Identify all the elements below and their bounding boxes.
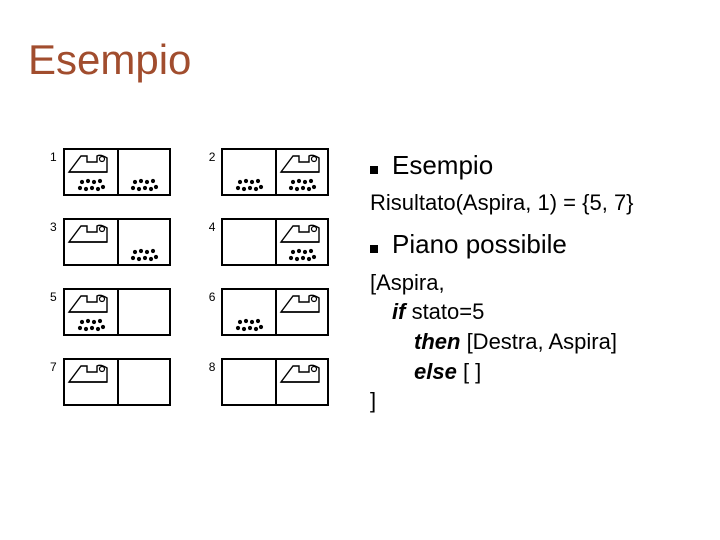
vacuum-world-rooms	[63, 148, 171, 196]
state-cell: 7	[50, 358, 171, 406]
vacuum-world-rooms	[63, 218, 171, 266]
state-number: 3	[50, 220, 57, 234]
plan-l4-rest: [ ]	[457, 359, 481, 384]
dirt-icon	[287, 178, 317, 192]
room-left	[223, 150, 275, 194]
plan-l2-rest: stato=5	[405, 299, 484, 324]
page-title: Esempio	[28, 36, 191, 84]
vacuum-icon	[67, 222, 113, 244]
room-left	[65, 220, 117, 264]
room-right	[275, 290, 327, 334]
state-number: 8	[209, 360, 216, 374]
vacuum-world-rooms	[221, 148, 329, 196]
room-right	[275, 220, 327, 264]
kw-else: else	[414, 359, 457, 384]
vacuum-icon	[67, 292, 113, 314]
room-right	[275, 150, 327, 194]
state-cell: 4	[209, 218, 330, 266]
room-left	[65, 150, 117, 194]
kw-if: if	[392, 299, 405, 324]
state-cell: 6	[209, 288, 330, 336]
vacuum-icon	[279, 292, 325, 314]
state-number: 1	[50, 150, 57, 164]
vacuum-icon	[67, 362, 113, 384]
right-column: Esempio Risultato(Aspira, 1) = {5, 7} Pi…	[370, 150, 700, 416]
vacuum-world-rooms	[221, 288, 329, 336]
vacuum-icon	[279, 222, 325, 244]
state-cell: 5	[50, 288, 171, 336]
result-expression: Risultato(Aspira, 1) = {5, 7}	[370, 189, 700, 217]
room-left	[223, 220, 275, 264]
vacuum-icon	[67, 152, 113, 174]
dirt-icon	[129, 178, 159, 192]
vacuum-world-rooms	[221, 358, 329, 406]
room-right	[117, 360, 169, 404]
plan-line-5: ]	[370, 386, 700, 416]
state-number: 7	[50, 360, 57, 374]
room-right	[117, 290, 169, 334]
room-left	[65, 360, 117, 404]
state-cell: 3	[50, 218, 171, 266]
heading-piano: Piano possibile	[392, 229, 567, 260]
dirt-icon	[234, 178, 264, 192]
bullet-icon	[370, 166, 378, 174]
vacuum-world-rooms	[63, 288, 171, 336]
plan-block: [Aspira, if stato=5 then [Destra, Aspira…	[370, 268, 700, 416]
state-number: 4	[209, 220, 216, 234]
room-right	[117, 220, 169, 264]
heading-esempio: Esempio	[392, 150, 493, 181]
bullet-piano: Piano possibile	[370, 229, 700, 260]
dirt-icon	[76, 178, 106, 192]
vacuum-world-rooms	[221, 218, 329, 266]
vacuum-world-rooms	[63, 358, 171, 406]
plan-line-4: else [ ]	[370, 357, 700, 387]
vacuum-icon	[279, 362, 325, 384]
state-number: 2	[209, 150, 216, 164]
state-cell: 8	[209, 358, 330, 406]
dirt-icon	[129, 248, 159, 262]
bullet-esempio: Esempio	[370, 150, 700, 181]
plan-l3-rest: [Destra, Aspira]	[460, 329, 617, 354]
state-cell: 2	[209, 148, 330, 196]
dirt-icon	[76, 318, 106, 332]
plan-line-2: if stato=5	[370, 297, 700, 327]
room-right	[275, 360, 327, 404]
states-grid: 1 2 3 4	[50, 148, 329, 406]
bullet-icon	[370, 245, 378, 253]
state-cell: 1	[50, 148, 171, 196]
vacuum-icon	[279, 152, 325, 174]
state-number: 6	[209, 290, 216, 304]
room-left	[65, 290, 117, 334]
room-left	[223, 360, 275, 404]
kw-then: then	[414, 329, 460, 354]
dirt-icon	[287, 248, 317, 262]
plan-line-1: [Aspira,	[370, 268, 700, 298]
plan-line-3: then [Destra, Aspira]	[370, 327, 700, 357]
room-right	[117, 150, 169, 194]
state-number: 5	[50, 290, 57, 304]
dirt-icon	[234, 318, 264, 332]
room-left	[223, 290, 275, 334]
